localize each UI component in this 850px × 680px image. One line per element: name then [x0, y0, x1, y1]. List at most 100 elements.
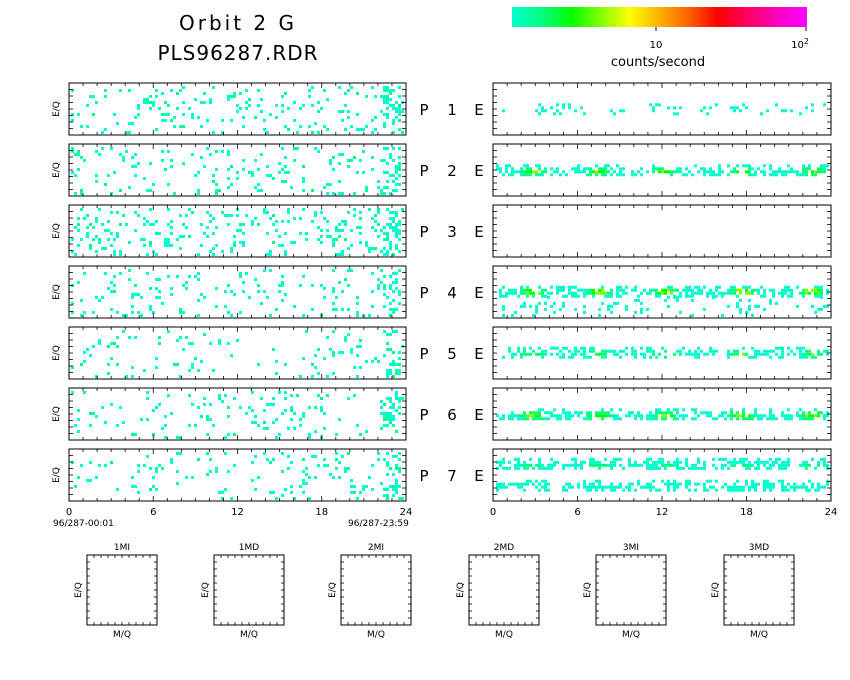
heatmap-cell	[257, 284, 260, 287]
heatmap-cell	[347, 159, 350, 162]
heatmap-cell	[517, 417, 520, 421]
heatmap-cell	[311, 284, 314, 287]
heatmap-cell	[694, 408, 697, 412]
heatmap-cell	[691, 173, 694, 177]
heatmap-cell	[314, 455, 317, 458]
heatmap-cell	[709, 170, 712, 174]
heatmap-cell	[383, 86, 386, 89]
heatmap-cell	[763, 488, 766, 492]
heatmap-cell	[146, 397, 149, 400]
heatmap-cell	[565, 488, 568, 492]
heatmap-cell	[790, 294, 793, 298]
heatmap-cell	[805, 349, 808, 353]
heatmap-cell	[817, 288, 820, 292]
heatmap-cell	[284, 92, 287, 95]
heatmap-cell	[523, 466, 526, 470]
heatmap-cell	[128, 186, 131, 189]
heatmap-cell	[583, 167, 586, 171]
heatmap-cell	[802, 482, 805, 486]
heatmap-cell	[616, 285, 619, 289]
heatmap-cell	[676, 349, 679, 353]
heatmap-cell	[784, 485, 787, 489]
heatmap-cell	[649, 463, 652, 467]
heatmap-cell	[314, 430, 317, 433]
heatmap-cell	[568, 482, 571, 486]
heatmap-cell	[386, 452, 389, 455]
colorbar-tick-base: 10	[791, 40, 804, 51]
heatmap-cell	[293, 241, 296, 244]
heatmap-cell	[167, 238, 170, 241]
heatmap-cell	[520, 414, 523, 418]
heatmap-cell	[670, 288, 673, 292]
heatmap-cell	[101, 406, 104, 409]
heatmap-cell	[607, 304, 610, 308]
heatmap-cell	[703, 485, 706, 489]
heatmap-cell	[170, 220, 173, 223]
heatmap-cell	[598, 288, 601, 292]
heatmap-cell	[221, 250, 224, 253]
heatmap-cell	[383, 171, 386, 174]
heatmap-cell	[365, 189, 368, 192]
heatmap-cell	[248, 104, 251, 107]
heatmap-cell	[820, 457, 823, 461]
heatmap-cell	[191, 153, 194, 156]
heatmap-cell	[311, 86, 314, 89]
heatmap-cell	[589, 417, 592, 421]
heatmap-cell	[823, 103, 826, 107]
heatmap-cell	[523, 349, 526, 353]
heatmap-cell	[769, 411, 772, 415]
heatmap-cell	[311, 363, 314, 366]
heatmap-cell	[727, 173, 730, 177]
heatmap-cell	[688, 170, 691, 174]
heatmap-cell	[275, 372, 278, 375]
heatmap-cell	[227, 342, 230, 345]
heatmap-cell	[814, 408, 817, 412]
heatmap-cell	[595, 460, 598, 464]
heatmap-cell	[299, 107, 302, 110]
heatmap-cell	[685, 352, 688, 356]
heatmap-cell	[679, 466, 682, 470]
heatmap-cell	[580, 288, 583, 292]
heatmap-cell	[814, 294, 817, 298]
heatmap-cell	[104, 464, 107, 467]
heatmap-cell	[658, 294, 661, 298]
heatmap-cell	[221, 211, 224, 214]
heatmap-cell	[167, 208, 170, 211]
heatmap-cell	[101, 223, 104, 226]
heatmap-cell	[766, 417, 769, 421]
heatmap-cell	[655, 488, 658, 492]
heatmap-cell	[574, 460, 577, 464]
heatmap-cell	[95, 180, 98, 183]
heatmap-cell	[757, 466, 760, 470]
heatmap-cell	[763, 414, 766, 418]
heatmap-cell	[595, 173, 598, 177]
heatmap-cell	[628, 460, 631, 464]
heatmap-cell	[634, 417, 637, 421]
heatmap-cell	[308, 95, 311, 98]
heatmap-cell	[787, 170, 790, 174]
heatmap-cell	[607, 307, 610, 311]
heatmap-cell	[74, 253, 77, 256]
heatmap-cell	[215, 183, 218, 186]
heatmap-cell	[760, 352, 763, 356]
heatmap-cell	[398, 302, 401, 305]
heatmap-cell	[392, 159, 395, 162]
heatmap-cell	[143, 244, 146, 247]
heatmap-cell	[547, 482, 550, 486]
heatmap-cell	[565, 414, 568, 418]
heatmap-cell	[805, 463, 808, 467]
heatmap-cell	[796, 304, 799, 308]
heatmap-cell	[254, 278, 257, 281]
heatmap-cell	[392, 418, 395, 421]
heatmap-cell	[176, 363, 179, 366]
heatmap-cell	[766, 485, 769, 489]
heatmap-cell	[140, 418, 143, 421]
heatmap-cell	[580, 346, 583, 350]
heatmap-cell	[781, 485, 784, 489]
heatmap-cell	[727, 349, 730, 353]
heatmap-cell	[802, 485, 805, 489]
heatmap-cell	[386, 369, 389, 372]
heatmap-cell	[757, 349, 760, 353]
heatmap-cell	[392, 351, 395, 354]
heatmap-cell	[751, 485, 754, 489]
